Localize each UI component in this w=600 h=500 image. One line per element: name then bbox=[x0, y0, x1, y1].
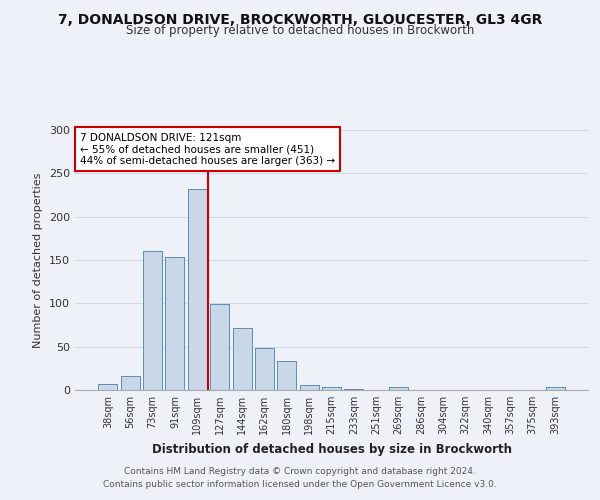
Bar bbox=[277, 362, 296, 390]
X-axis label: Distribution of detached houses by size in Brockworth: Distribution of detached houses by size … bbox=[151, 442, 511, 456]
Bar bbox=[210, 304, 229, 390]
Text: Contains HM Land Registry data © Crown copyright and database right 2024.: Contains HM Land Registry data © Crown c… bbox=[124, 467, 476, 476]
Bar bbox=[322, 386, 341, 390]
Bar bbox=[255, 348, 274, 390]
Text: 7 DONALDSON DRIVE: 121sqm
← 55% of detached houses are smaller (451)
44% of semi: 7 DONALDSON DRIVE: 121sqm ← 55% of detac… bbox=[80, 132, 335, 166]
Bar bbox=[344, 389, 364, 390]
Bar bbox=[98, 384, 118, 390]
Text: Size of property relative to detached houses in Brockworth: Size of property relative to detached ho… bbox=[126, 24, 474, 37]
Text: 7, DONALDSON DRIVE, BROCKWORTH, GLOUCESTER, GL3 4GR: 7, DONALDSON DRIVE, BROCKWORTH, GLOUCEST… bbox=[58, 12, 542, 26]
Y-axis label: Number of detached properties: Number of detached properties bbox=[34, 172, 43, 348]
Bar bbox=[545, 388, 565, 390]
Bar bbox=[233, 328, 251, 390]
Bar bbox=[121, 376, 140, 390]
Bar bbox=[389, 386, 408, 390]
Bar bbox=[188, 189, 207, 390]
Bar bbox=[299, 385, 319, 390]
Bar bbox=[166, 258, 184, 390]
Bar bbox=[143, 252, 162, 390]
Text: Contains public sector information licensed under the Open Government Licence v3: Contains public sector information licen… bbox=[103, 480, 497, 489]
